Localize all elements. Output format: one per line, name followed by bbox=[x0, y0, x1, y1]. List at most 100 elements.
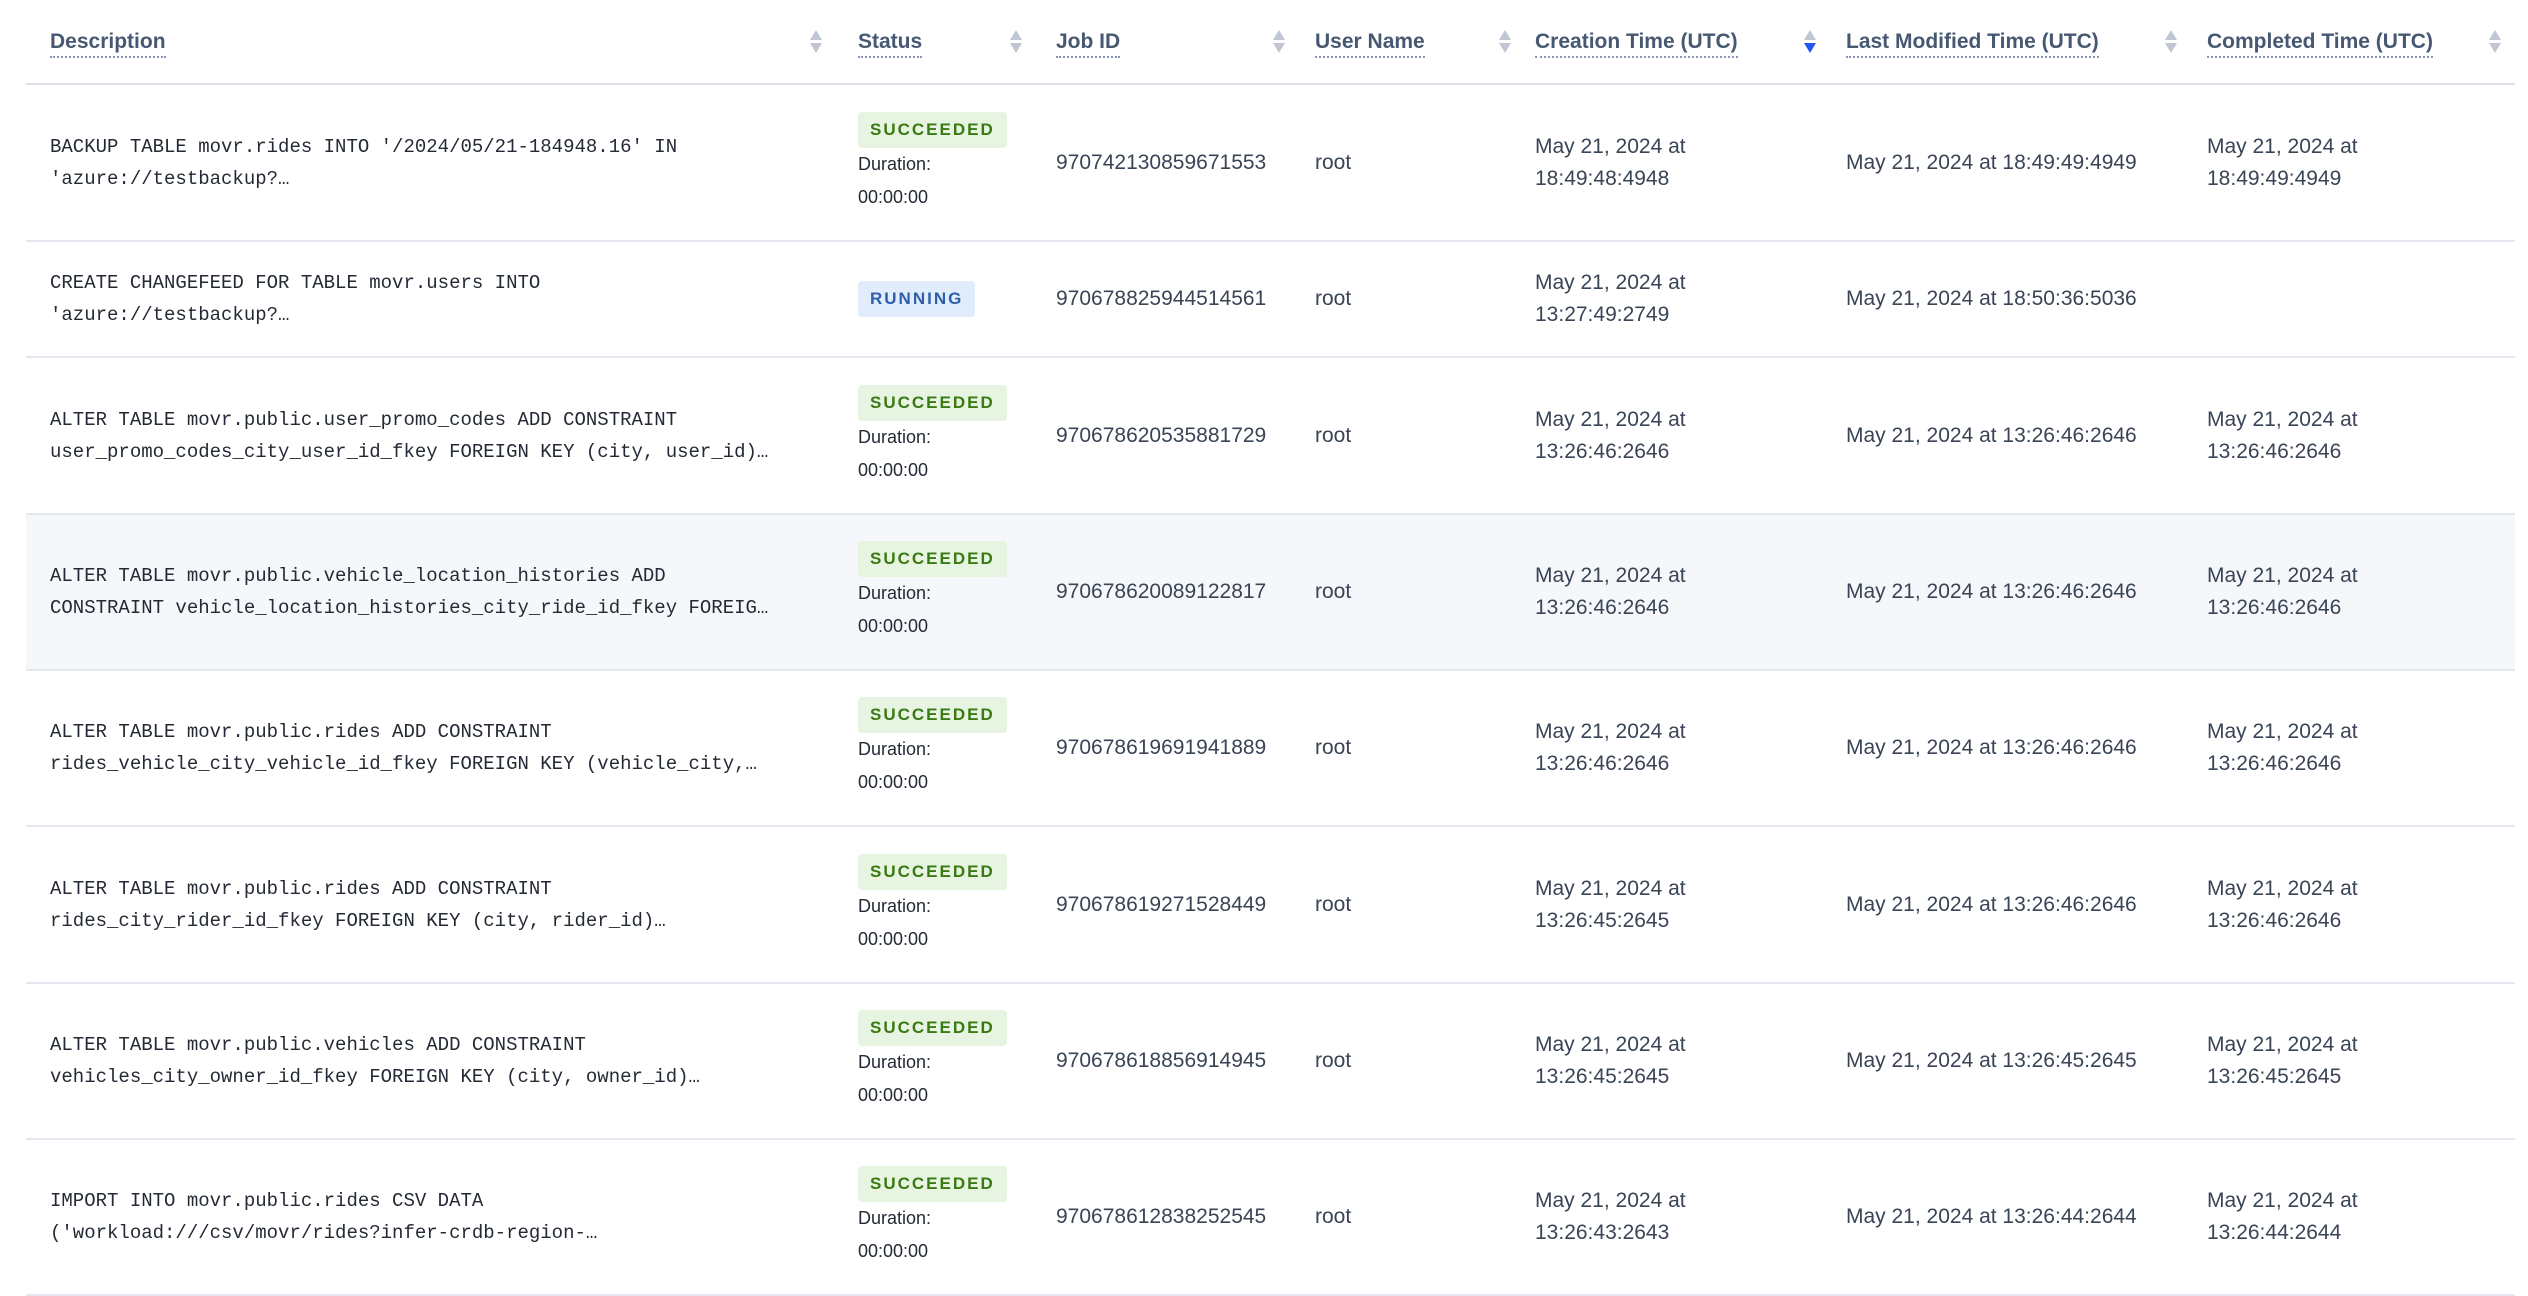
status-badge: SUCCEEDED bbox=[858, 384, 1007, 421]
duration-value: 00:00:00 bbox=[858, 928, 929, 949]
completed-date: May 21, 2024 at bbox=[2207, 134, 2358, 158]
description-cell[interactable]: ALTER TABLE movr.public.vehicle_location… bbox=[26, 514, 858, 671]
completed-time: 18:49:49:4949 bbox=[2207, 166, 2342, 190]
description-line: 'azure://testbackup?… bbox=[50, 167, 290, 190]
completed-time-cell: May 21, 2024 at 13:26:45:2645 bbox=[2207, 983, 2515, 1140]
job-id-cell[interactable]: 970678620535881729 bbox=[1056, 357, 1315, 515]
job-id-cell[interactable]: 970678612838252545 bbox=[1056, 1139, 1315, 1296]
table-row[interactable]: BACKUP TABLE movr.rides INTO '/2024/05/2… bbox=[26, 84, 2515, 242]
sort-ascending-icon bbox=[1804, 30, 1816, 40]
creation-time-cell: May 21, 2024 at 13:26:45:2645 bbox=[1535, 983, 1846, 1140]
column-label[interactable]: Description bbox=[50, 29, 166, 58]
last-modified-time-cell: May 21, 2024 at 13:26:46:2646 bbox=[1846, 514, 2207, 671]
column-label[interactable]: Completed Time (UTC) bbox=[2207, 29, 2433, 58]
column-header-completed-time-utc[interactable]: Completed Time (UTC) bbox=[2207, 0, 2515, 85]
duration-label: Duration: bbox=[858, 1208, 932, 1228]
creation-time: 13:26:46:2646 bbox=[1535, 752, 1670, 775]
job-id-cell[interactable]: 970678620089122817 bbox=[1056, 514, 1315, 671]
column-header-job-id[interactable]: Job ID bbox=[1056, 0, 1315, 85]
creation-date: May 21, 2024 at bbox=[1535, 1189, 1686, 1212]
user-name-cell: root bbox=[1315, 241, 1535, 358]
table-row[interactable]: ALTER TABLE movr.public.rides ADD CONSTR… bbox=[26, 670, 2515, 827]
sort-ascending-icon bbox=[2165, 30, 2177, 40]
creation-time: 13:26:43:2643 bbox=[1535, 1221, 1670, 1244]
column-label[interactable]: User Name bbox=[1315, 29, 1425, 58]
status-badge: RUNNING bbox=[858, 281, 976, 317]
description-cell[interactable]: ALTER TABLE movr.public.rides ADD CONSTR… bbox=[26, 826, 858, 984]
creation-time-cell: May 21, 2024 at 13:26:46:2646 bbox=[1535, 670, 1846, 827]
description-line: CREATE CHANGEFEED FOR TABLE movr.users I… bbox=[50, 272, 541, 294]
description-line: rides_city_rider_id_fkey FOREIGN KEY (ci… bbox=[50, 909, 666, 932]
column-label[interactable]: Status bbox=[858, 29, 923, 58]
sort-descending-icon bbox=[810, 43, 822, 53]
job-id-cell[interactable]: 970678619271528449 bbox=[1056, 826, 1315, 984]
duration-label: Duration: bbox=[858, 739, 932, 759]
job-id-cell[interactable]: 970742130859671553 bbox=[1056, 84, 1315, 242]
description-cell[interactable]: CREATE CHANGEFEED FOR TABLE movr.users I… bbox=[26, 241, 858, 358]
creation-date: May 21, 2024 at bbox=[1535, 876, 1686, 900]
sort-ascending-icon bbox=[2489, 30, 2501, 40]
creation-date: May 21, 2024 at bbox=[1535, 720, 1686, 743]
status-cell: SUCCEEDED Duration: 00:00:00 bbox=[858, 670, 1056, 827]
column-label[interactable]: Job ID bbox=[1056, 29, 1121, 58]
sort-icon[interactable] bbox=[2489, 30, 2501, 53]
creation-time-cell: May 21, 2024 at 13:26:45:2645 bbox=[1535, 826, 1846, 984]
description-line: CONSTRAINT vehicle_location_histories_ci… bbox=[50, 597, 769, 619]
sort-ascending-icon bbox=[1273, 30, 1285, 40]
column-header-description[interactable]: Description bbox=[26, 0, 858, 85]
description-cell[interactable]: ALTER TABLE movr.public.vehicles ADD CON… bbox=[26, 983, 858, 1140]
column-header-user-name[interactable]: User Name bbox=[1315, 0, 1535, 85]
table-row[interactable]: ALTER TABLE movr.public.vehicle_location… bbox=[26, 514, 2515, 671]
creation-date: May 21, 2024 at bbox=[1535, 271, 1686, 294]
table-row[interactable]: ALTER TABLE movr.public.user_promo_codes… bbox=[26, 357, 2515, 515]
sort-icon[interactable] bbox=[1499, 30, 1511, 53]
column-label[interactable]: Last Modified Time (UTC) bbox=[1846, 29, 2099, 58]
description-cell[interactable]: ALTER TABLE movr.public.rides ADD CONSTR… bbox=[26, 670, 858, 827]
completed-time-cell: May 21, 2024 at 13:26:46:2646 bbox=[2207, 670, 2515, 827]
sort-descending-icon bbox=[1804, 43, 1816, 53]
completed-time-cell: May 21, 2024 at 13:26:46:2646 bbox=[2207, 826, 2515, 984]
last-modified-time-cell: May 21, 2024 at 18:50:36:5036 bbox=[1846, 241, 2207, 358]
job-id-cell[interactable]: 970678825944514561 bbox=[1056, 241, 1315, 358]
sort-icon[interactable] bbox=[2165, 30, 2177, 53]
column-header-last-modified-time-utc[interactable]: Last Modified Time (UTC) bbox=[1846, 0, 2207, 85]
column-label[interactable]: Creation Time (UTC) bbox=[1535, 29, 1738, 58]
table-row[interactable]: CREATE CHANGEFEED FOR TABLE movr.users I… bbox=[26, 241, 2515, 358]
last-modified-time-cell: May 21, 2024 at 13:26:46:2646 bbox=[1846, 670, 2207, 827]
description-line: ALTER TABLE movr.public.vehicle_location… bbox=[50, 565, 666, 587]
sort-icon[interactable] bbox=[1010, 30, 1022, 53]
description-cell[interactable]: ALTER TABLE movr.public.user_promo_codes… bbox=[26, 357, 858, 515]
sort-icon[interactable] bbox=[1804, 30, 1816, 53]
creation-time: 13:26:46:2646 bbox=[1535, 439, 1670, 463]
description-line: BACKUP TABLE movr.rides INTO '/2024/05/2… bbox=[50, 135, 678, 158]
creation-time: 18:49:48:4948 bbox=[1535, 166, 1670, 190]
completed-time: 13:26:44:2644 bbox=[2207, 1221, 2342, 1244]
description-line: ('workload:///csv/movr/rides?infer-crdb-… bbox=[50, 1222, 598, 1244]
status-cell: SUCCEEDED Duration: 00:00:00 bbox=[858, 514, 1056, 671]
creation-time-cell: May 21, 2024 at 13:26:43:2643 bbox=[1535, 1139, 1846, 1296]
duration-label: Duration: bbox=[858, 583, 932, 603]
table-row[interactable]: IMPORT INTO movr.public.rides CSV DATA ('… bbox=[26, 1139, 2515, 1296]
job-id-cell[interactable]: 970678619691941889 bbox=[1056, 670, 1315, 827]
completed-time-cell: May 21, 2024 at 13:26:44:2644 bbox=[2207, 1139, 2515, 1296]
description-cell[interactable]: IMPORT INTO movr.public.rides CSV DATA ('… bbox=[26, 1139, 858, 1296]
duration-label: Duration: bbox=[858, 895, 932, 916]
creation-time: 13:26:46:2646 bbox=[1535, 596, 1670, 619]
description-cell[interactable]: BACKUP TABLE movr.rides INTO '/2024/05/2… bbox=[26, 84, 858, 242]
description-line: rides_vehicle_city_vehicle_id_fkey FOREI… bbox=[50, 753, 757, 775]
column-header-status[interactable]: Status bbox=[858, 0, 1056, 85]
creation-date: May 21, 2024 at bbox=[1535, 407, 1686, 431]
duration-value: 00:00:00 bbox=[858, 1085, 929, 1105]
description-line: vehicles_city_owner_id_fkey FOREIGN KEY … bbox=[50, 1066, 700, 1088]
table-row[interactable]: ALTER TABLE movr.public.vehicles ADD CON… bbox=[26, 983, 2515, 1140]
creation-time: 13:27:49:2749 bbox=[1535, 303, 1670, 326]
table-row[interactable]: ALTER TABLE movr.public.rides ADD CONSTR… bbox=[26, 826, 2515, 984]
column-header-creation-time-utc[interactable]: Creation Time (UTC) bbox=[1535, 0, 1846, 85]
sort-icon[interactable] bbox=[1273, 30, 1285, 53]
duration-value: 00:00:00 bbox=[858, 459, 929, 480]
job-id-cell[interactable]: 970678618856914945 bbox=[1056, 983, 1315, 1140]
creation-time-cell: May 21, 2024 at 13:26:46:2646 bbox=[1535, 357, 1846, 515]
description-line: user_promo_codes_city_user_id_fkey FOREI… bbox=[50, 440, 769, 463]
sort-descending-icon bbox=[1499, 43, 1511, 53]
sort-icon[interactable] bbox=[810, 30, 822, 53]
